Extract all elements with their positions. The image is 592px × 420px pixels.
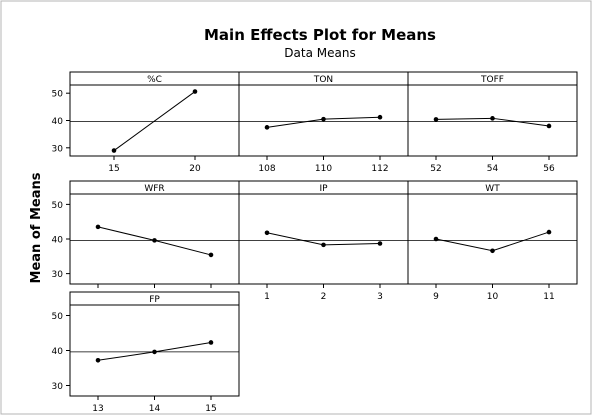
panel-plot-area-wt [407, 193, 578, 285]
x-tick-label-wt-11: 11 [543, 292, 554, 302]
x-tick-label-fp-14: 14 [149, 404, 161, 414]
panel-wt: WT 9 10 11 [407, 180, 578, 302]
data-point-wfr-4 [95, 224, 101, 230]
y-tick-label-40-pct-c: 40 [52, 117, 64, 127]
y-tick-label-50-fp: 50 [52, 312, 64, 322]
x-tick-label-ton-108: 108 [258, 164, 275, 174]
x-tick-label-toff-52: 52 [430, 164, 441, 174]
panel-label-ton: TON [313, 75, 333, 85]
data-point-fp-13 [95, 358, 101, 363]
x-tick-label-wt-9: 9 [433, 292, 439, 302]
data-point-wt-10 [490, 248, 495, 254]
data-point-toff-54 [490, 116, 495, 121]
data-point-ip-2 [321, 242, 326, 248]
x-tick-label-fp-13: 13 [92, 404, 103, 414]
panel-ton: TON 108 110 112 [238, 71, 409, 174]
panel-toff: TOFF 52 54 56 [407, 71, 578, 174]
y-tick-label-30-pct-c: 30 [52, 144, 64, 154]
y-tick-label-30-wfr: 30 [52, 270, 64, 280]
panel-label-wfr: WFR [144, 184, 164, 194]
y-tick-label-30-fp: 30 [52, 382, 64, 392]
panel-label-toff: TOFF [480, 75, 504, 85]
data-point-ip-3 [377, 241, 383, 246]
x-tick-label-pct-c-15: 15 [108, 164, 119, 174]
data-point-wfr-5 [152, 238, 157, 243]
data-point-wt-9 [433, 236, 439, 242]
x-tick-label-ton-112: 112 [371, 164, 388, 174]
panel-wfr: WFR304050456 [52, 180, 240, 302]
panel-plot-area-ip [238, 193, 409, 285]
data-point-toff-56 [546, 123, 552, 129]
panel-fp: FP 30 40 50 13 14 15 [52, 291, 240, 414]
data-point-ip-1 [264, 230, 270, 236]
data-point-ton-110 [321, 116, 326, 122]
x-tick-label-wt-10: 10 [487, 292, 499, 302]
y-tick-label-50-wfr: 50 [52, 201, 64, 211]
x-tick-label-toff-56: 56 [543, 164, 555, 174]
data-point-fp-15 [208, 340, 214, 345]
data-point-pct-c-20 [192, 89, 198, 94]
data-point-ton-108 [264, 125, 270, 130]
chart-title: Main Effects Plot for Means [204, 26, 436, 44]
panel-label-fp: FP [149, 295, 160, 305]
x-tick-label-toff-54: 54 [487, 164, 499, 174]
data-point-toff-52 [433, 117, 439, 122]
data-point-fp-14 [152, 349, 157, 355]
x-tick-label-pct-c-20: 20 [189, 164, 201, 174]
series-line-pct-c [113, 91, 196, 151]
x-tick-label-ton-110: 110 [315, 164, 332, 174]
data-point-wt-11 [546, 229, 552, 235]
x-tick-label-ip-2: 2 [321, 292, 327, 302]
x-tick-label-ip-1: 1 [264, 292, 270, 302]
panel-label-ip: IP [319, 184, 328, 194]
data-point-pct-c-15 [111, 148, 117, 153]
x-tick-label-fp-15: 15 [205, 404, 216, 414]
panel-label-pct-c: %C [147, 75, 162, 85]
data-point-wfr-6 [208, 252, 214, 258]
y-axis-label: Mean of Means [29, 172, 44, 283]
panel-ip: IP 1 2 3 [238, 180, 409, 302]
panel-label-wt: WT [485, 184, 500, 194]
y-tick-label-40-wfr: 40 [52, 236, 64, 246]
x-tick-label-ip-3: 3 [377, 292, 383, 302]
chart-subtitle: Data Means [284, 46, 355, 60]
data-point-ton-112 [377, 114, 383, 120]
y-tick-label-50-pct-c: 50 [52, 90, 64, 100]
y-tick-label-40-fp: 40 [52, 347, 64, 357]
